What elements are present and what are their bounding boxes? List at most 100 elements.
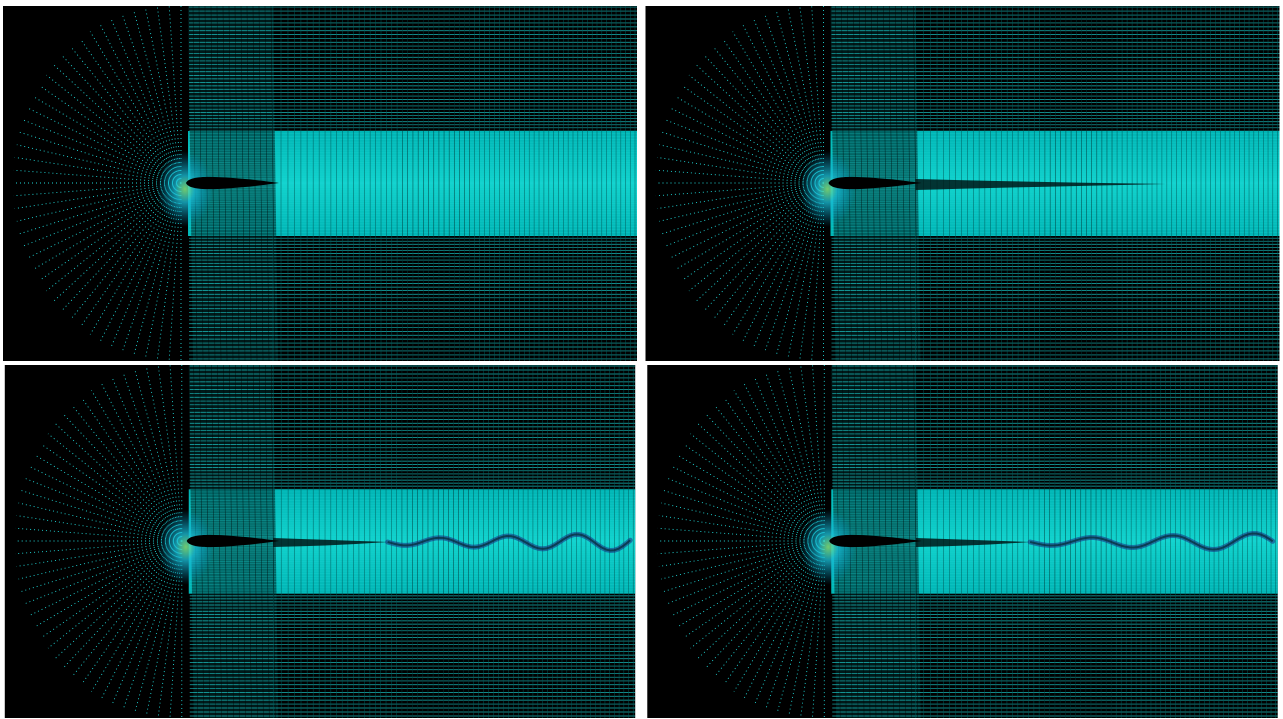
radial-line — [660, 540, 825, 580]
radial-line — [34, 454, 183, 542]
radial-line — [16, 515, 182, 542]
radial-line — [122, 540, 183, 709]
radial-line — [18, 502, 182, 542]
panel — [645, 6, 1280, 361]
radial-line — [657, 156, 824, 184]
radial-line — [21, 490, 182, 542]
radial-line — [765, 373, 825, 542]
radial-line — [23, 119, 182, 184]
radial-line — [111, 540, 183, 704]
radial-line — [665, 119, 824, 184]
radial-line — [110, 182, 182, 347]
radial-line — [13, 169, 182, 184]
radial-line — [91, 390, 183, 542]
radial-line — [764, 14, 824, 184]
radial-line — [122, 373, 183, 542]
wake — [915, 179, 1166, 190]
radial-line — [89, 182, 182, 335]
radial-line — [764, 182, 824, 352]
glow — [157, 509, 214, 585]
radial-line — [657, 182, 824, 210]
radial-line — [111, 378, 183, 542]
radial-line — [100, 182, 182, 342]
radial-line — [753, 182, 824, 347]
radial-line — [742, 182, 824, 342]
radial-line — [754, 540, 825, 704]
airfoil — [829, 534, 922, 548]
radial-line — [672, 466, 825, 542]
radial-line — [40, 443, 183, 542]
radial-line — [53, 64, 182, 184]
radial-line — [658, 515, 825, 542]
airfoil — [186, 176, 279, 190]
airfoil — [828, 176, 922, 190]
panel — [647, 365, 1278, 718]
radial-line — [100, 24, 182, 184]
radial-line — [753, 19, 824, 184]
radial-line — [670, 182, 824, 259]
radial-line — [667, 478, 825, 542]
radial-line — [29, 466, 182, 542]
radial-line — [743, 383, 825, 542]
radial-line — [672, 540, 825, 616]
radial-line — [677, 454, 825, 542]
radial-line — [732, 182, 824, 335]
radial-line — [55, 423, 183, 542]
radial-line — [657, 527, 825, 542]
radial-line — [683, 443, 825, 542]
wake — [273, 538, 388, 547]
radial-line — [121, 14, 182, 184]
radial-line — [742, 24, 824, 184]
wake-vortex — [387, 533, 631, 552]
radial-line — [675, 96, 824, 184]
radial-line — [14, 156, 182, 184]
radial-line — [101, 540, 183, 699]
radial-line — [14, 182, 182, 210]
radial-line — [25, 478, 182, 542]
radial-line — [670, 107, 824, 184]
radial-line — [667, 540, 825, 604]
radial-line — [690, 433, 825, 542]
radial-line — [23, 182, 182, 247]
radial-line — [21, 540, 182, 592]
radial-line — [733, 540, 825, 692]
radial-line — [697, 423, 825, 542]
radial-line — [16, 540, 182, 567]
glow — [800, 509, 857, 585]
radial-line — [110, 19, 182, 184]
radial-line — [732, 31, 824, 184]
radial-line — [754, 378, 825, 542]
radial-line — [683, 540, 825, 639]
radial-line — [27, 107, 182, 184]
panel — [4, 365, 636, 718]
glow — [799, 151, 856, 227]
radial-line — [655, 182, 824, 197]
wake-vortex — [1029, 532, 1274, 551]
airfoil — [186, 534, 280, 548]
glow — [157, 151, 213, 227]
radial-line — [765, 540, 825, 709]
radial-line — [655, 169, 824, 184]
radial-line — [29, 540, 182, 616]
radial-line — [733, 390, 825, 542]
radial-line — [743, 540, 825, 699]
radial-line — [659, 182, 824, 222]
radial-line — [46, 74, 182, 184]
radial-line — [25, 540, 182, 604]
radial-line — [33, 182, 182, 270]
radial-line — [675, 182, 824, 270]
radial-line — [101, 383, 183, 542]
radial-line — [16, 182, 182, 222]
radial-line — [663, 490, 825, 542]
radial-line — [665, 182, 824, 247]
radial-line — [33, 96, 182, 184]
radial-line — [34, 540, 183, 628]
radial-line — [16, 144, 182, 184]
radial-line — [91, 540, 183, 692]
radial-line — [658, 540, 825, 567]
radial-line — [15, 540, 182, 555]
radial-line — [39, 85, 182, 184]
radial-line — [40, 540, 183, 639]
radial-line — [15, 527, 182, 542]
